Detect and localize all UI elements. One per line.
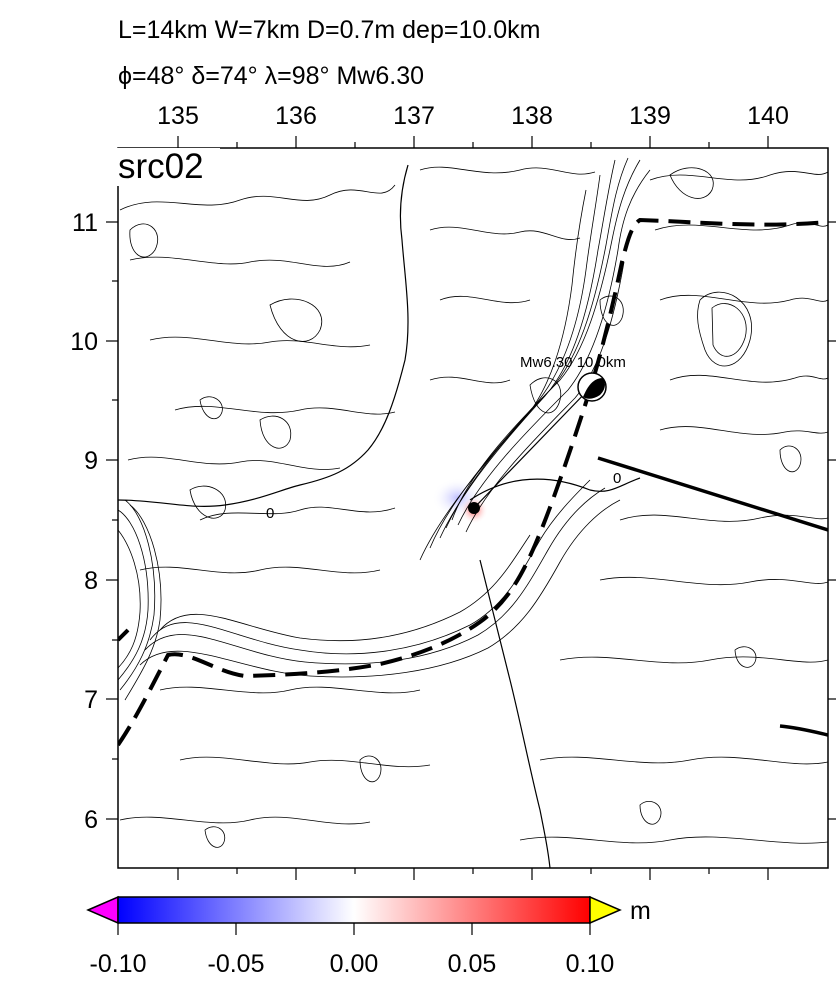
top-ticks: [177, 136, 769, 148]
colorbar-ramp: [117, 896, 591, 924]
lon-label-135: 135: [157, 102, 199, 130]
trench-line: [118, 217, 828, 747]
lon-label-137: 137: [393, 102, 435, 130]
bottom-ticks: [177, 868, 769, 880]
map-content: Mw6.30 10.0km 0 0: [118, 157, 828, 868]
lat-label-8: 8: [84, 567, 98, 595]
fault-line: [597, 456, 828, 532]
left-ticks: [106, 221, 118, 820]
lat-label-10: 10: [70, 328, 98, 356]
lon-label-139: 139: [629, 102, 671, 130]
colorbar-tick-1: -0.10: [90, 950, 147, 978]
trench-segment-west: [118, 628, 130, 642]
colorbar-under-triangle: [86, 895, 119, 925]
right-ticks: [828, 221, 836, 820]
contour-zero-label: 0: [613, 470, 621, 487]
fault-line-se: [779, 724, 828, 737]
colorbar-tick-5: 0.10: [566, 950, 615, 978]
focal-mechanism: [577, 372, 607, 402]
lon-label-140: 140: [747, 102, 789, 130]
lat-label-11: 11: [72, 209, 98, 237]
lat-label-6: 6: [84, 806, 98, 834]
colorbar-unit: m: [630, 897, 651, 925]
contour-zero-label-west: 0: [266, 505, 274, 522]
epicenter-link: [473, 387, 591, 509]
lat-label-9: 9: [84, 447, 98, 475]
panel-label: src02: [118, 147, 204, 186]
colorbar-tick-2: -0.05: [208, 950, 265, 978]
colorbar-tick-4: 0.05: [448, 950, 497, 978]
lat-label-7: 7: [84, 686, 98, 714]
title-line-1: L=14km W=7km D=0.7m dep=10.0km: [118, 16, 541, 44]
panel-label-backing: [116, 148, 220, 186]
lon-label-138: 138: [511, 102, 553, 130]
colorbar-tick-3: 0.00: [330, 950, 379, 978]
title-line-2: ϕ=48° δ=74° λ=98° Mw6.30: [118, 62, 425, 90]
colorbar: -0.10 -0.05 0.00 0.05 0.10 m: [86, 895, 651, 978]
source-dot: [468, 502, 480, 514]
lon-label-136: 136: [275, 102, 317, 130]
colorbar-over-triangle: [589, 895, 622, 925]
mechanism-label: Mw6.30 10.0km: [520, 354, 626, 371]
